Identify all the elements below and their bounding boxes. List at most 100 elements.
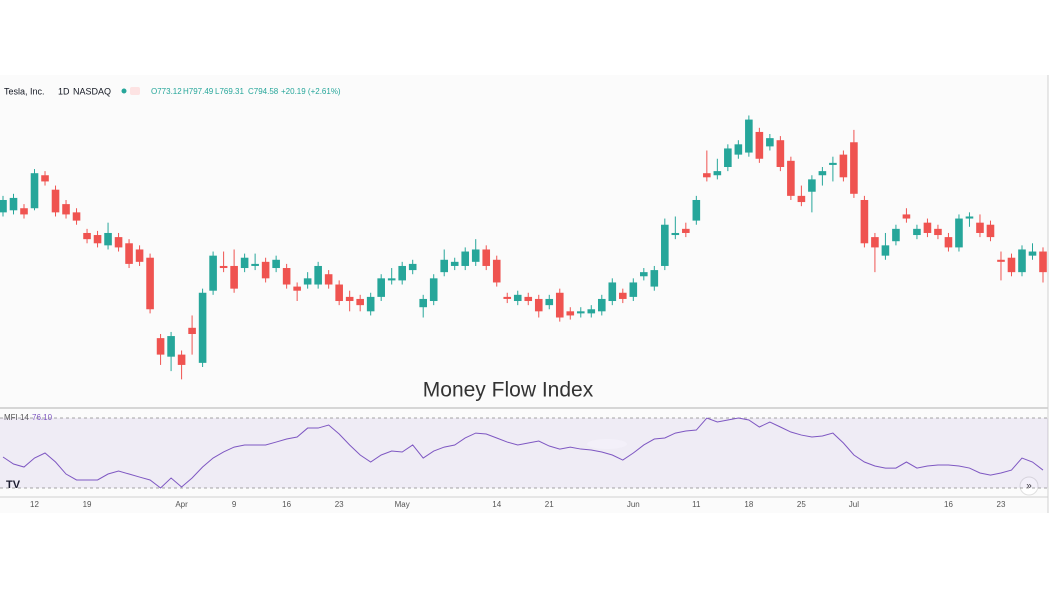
candle-body (324, 274, 333, 285)
candle-body (902, 214, 911, 219)
candle-body (976, 222, 984, 233)
candle-body (282, 268, 291, 285)
interval: 1D (58, 86, 70, 96)
candle-body (745, 119, 753, 153)
candle-body (608, 282, 617, 302)
x-tick-label: May (395, 500, 410, 509)
indicator-name: MFI 14 (4, 413, 29, 422)
candle-body (41, 175, 49, 182)
candle-body (0, 199, 7, 213)
x-tick-label: Jun (627, 500, 640, 509)
candle-body (51, 189, 60, 213)
candle-body (934, 228, 942, 236)
candle-body (335, 284, 343, 302)
candle-body (419, 298, 428, 308)
candle-body (125, 243, 133, 264)
candle-body (839, 154, 848, 178)
candle-body (72, 212, 81, 221)
candle-body (640, 272, 648, 277)
candle-body (534, 298, 543, 312)
candle-body (892, 228, 900, 242)
candle-body (871, 237, 879, 248)
candle-body (629, 282, 638, 297)
scroll-button[interactable] (1019, 476, 1039, 496)
candle-body (808, 179, 816, 192)
x-tick-label: 23 (997, 500, 1006, 509)
candle-body (20, 208, 28, 215)
candle-body (734, 144, 743, 155)
candle-body (818, 171, 827, 176)
candle-body (787, 160, 795, 196)
candle-body (230, 265, 238, 289)
candle-body (471, 249, 480, 262)
x-tick-label: 18 (744, 500, 753, 509)
candle-body (261, 261, 270, 279)
candle-body (513, 294, 522, 302)
high-value: H797.49 (183, 87, 214, 96)
candle-body (797, 195, 806, 203)
candle-body (146, 257, 154, 310)
candle-body (997, 259, 1005, 262)
candle-body (703, 173, 711, 178)
candle-body (661, 224, 669, 266)
candle-body (503, 296, 512, 299)
candle-body (545, 298, 554, 306)
candle-body (30, 173, 39, 209)
candle-body (461, 251, 470, 266)
svg-text:TV: TV (6, 479, 21, 491)
candle-body (860, 199, 869, 244)
x-tick-label: 9 (232, 500, 237, 509)
blur-spot (587, 439, 627, 449)
candle-body (387, 278, 396, 281)
candle-body (135, 249, 144, 262)
candle-body (9, 197, 18, 211)
scroll-icon: » (1026, 481, 1032, 492)
candle-body (398, 265, 406, 281)
symbol: Tesla, Inc. (4, 86, 45, 96)
candle-body (219, 265, 228, 269)
change-value: +20.19 (+2.61%) (281, 87, 341, 96)
candle-body (492, 259, 501, 283)
candle-body (1018, 249, 1026, 273)
candle-body (83, 232, 91, 240)
candle-body (713, 171, 722, 176)
candle-body (303, 278, 312, 285)
candle-body (724, 148, 732, 168)
candle-body (240, 257, 249, 269)
candle-body (776, 140, 785, 168)
candle-body (755, 131, 764, 159)
chart-area (0, 75, 1048, 513)
indicator-value: 76.10 (32, 413, 53, 422)
candle-body (377, 278, 385, 297)
candle-body (650, 270, 659, 287)
band-fill (0, 418, 1048, 489)
candle-body (366, 296, 375, 312)
candle-body (587, 309, 596, 314)
candle-body (356, 298, 364, 306)
candle-body (167, 336, 175, 357)
candle-body (955, 218, 963, 248)
candle-body (209, 255, 217, 291)
candle-body (345, 296, 354, 302)
candle-body (944, 237, 953, 248)
candle-body (62, 204, 70, 215)
candle-body (272, 259, 280, 269)
candle-body (555, 292, 564, 318)
logo: TV (6, 479, 21, 491)
x-tick-label: 14 (492, 500, 501, 509)
exchange: NASDAQ (73, 86, 111, 96)
open-value: O773.12 (151, 87, 182, 96)
candle-body (482, 249, 491, 266)
candle-body (850, 142, 858, 194)
caption: Money Flow Index (423, 379, 594, 402)
candle-body (671, 232, 680, 236)
candle-body (986, 224, 995, 238)
x-tick-label: 11 (692, 500, 701, 509)
candle-body (408, 263, 417, 271)
candle-body (93, 235, 102, 244)
candle-body (524, 296, 533, 302)
candle-body (177, 354, 186, 365)
x-tick-label: 16 (282, 500, 291, 509)
